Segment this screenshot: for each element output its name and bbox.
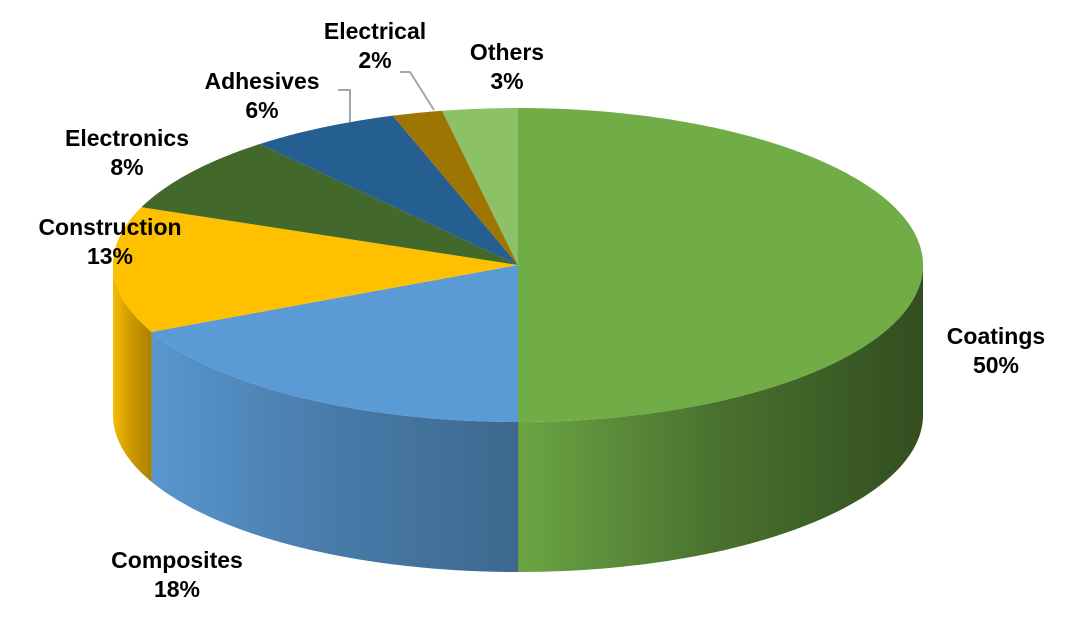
- slice-side-coatings: [518, 265, 923, 572]
- slice-electrical: [392, 110, 518, 265]
- label-electrical: Electrical 2%: [323, 18, 427, 73]
- slice-side-composites: [151, 331, 518, 572]
- label-electronics: Electronics 8%: [65, 125, 189, 180]
- slice-side-construction: [113, 265, 152, 482]
- leader-line-adhesives: [338, 89, 351, 122]
- slice-others: [442, 108, 518, 265]
- slice-construction: [113, 207, 518, 332]
- slice-coatings: [518, 108, 923, 422]
- slice-composites: [151, 265, 518, 422]
- label-coatings: Coatings 50%: [946, 323, 1046, 378]
- slice-electronics: [141, 144, 518, 265]
- label-others: Others 3%: [469, 39, 545, 94]
- label-composites: Composites 18%: [111, 547, 243, 602]
- label-construction: Construction 13%: [38, 214, 182, 269]
- leader-line-electrical: [400, 71, 435, 111]
- slice-adhesives: [259, 115, 518, 265]
- label-adhesives: Adhesives 6%: [204, 68, 320, 123]
